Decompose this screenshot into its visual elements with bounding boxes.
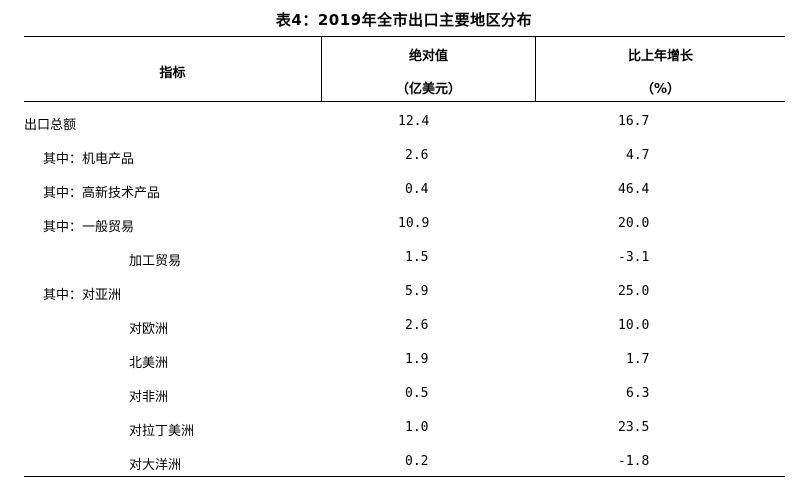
row-value: 0.5	[405, 386, 429, 401]
row-value: 5.9	[405, 284, 429, 299]
table-row: 其中：高新技术产品 0.4 46.4	[0, 182, 808, 204]
row-growth: 10.0	[618, 318, 650, 333]
row-value: 1.9	[405, 352, 429, 367]
table-row: 北美洲 1.9 1.7	[0, 352, 808, 374]
row-growth: 1.7	[626, 352, 650, 367]
row-label: 对欧洲	[129, 322, 169, 337]
row-growth: 4.7	[626, 148, 650, 163]
row-label: 其中：对亚洲	[43, 288, 122, 303]
table-row: 其中：机电产品 2.6 4.7	[0, 148, 808, 170]
row-value: 1.5	[405, 250, 429, 265]
header-growth-unit: （%）	[640, 82, 681, 97]
row-growth: -1.8	[618, 454, 650, 469]
table-row: 对非洲 0.5 6.3	[0, 386, 808, 408]
table-row: 对欧洲 2.6 10.0	[0, 318, 808, 340]
row-value: 1.0	[405, 420, 429, 435]
row-growth: 46.4	[618, 182, 650, 197]
row-label: 加工贸易	[129, 254, 182, 269]
row-value: 0.2	[405, 454, 429, 469]
row-value: 2.6	[405, 148, 429, 163]
header-growth: 比上年增长	[627, 49, 693, 64]
header-indicator: 指标	[159, 66, 186, 81]
table-row: 对拉丁美洲 1.0 23.5	[0, 420, 808, 442]
row-growth: 16.7	[618, 114, 650, 129]
row-value: 0.4	[405, 182, 429, 197]
header-bottom-rule	[24, 101, 785, 102]
row-value: 10.9	[398, 216, 430, 231]
table-title: 表4：2019年全市出口主要地区分布	[275, 11, 533, 29]
column-divider-1	[321, 37, 322, 101]
row-growth: 23.5	[618, 420, 650, 435]
row-label: 出口总额	[24, 118, 77, 133]
row-label: 对非洲	[129, 390, 169, 405]
table-row: 出口总额 12.4 16.7	[0, 114, 808, 136]
row-value: 12.4	[398, 114, 430, 129]
row-label: 对拉丁美洲	[129, 424, 195, 439]
bottom-rule	[24, 476, 785, 477]
row-label: 其中：一般贸易	[43, 220, 135, 235]
row-growth: 6.3	[626, 386, 650, 401]
row-label: 其中：高新技术产品	[43, 186, 161, 201]
row-growth: 20.0	[618, 216, 650, 231]
column-divider-2	[535, 37, 536, 101]
row-growth: -3.1	[618, 250, 650, 265]
table-row: 其中：一般贸易 10.9 20.0	[0, 216, 808, 238]
row-label: 其中：机电产品	[43, 152, 135, 167]
table-row: 加工贸易 1.5 -3.1	[0, 250, 808, 272]
header-absolute: 绝对值	[408, 49, 448, 64]
table-row: 对大洋洲 0.2 -1.8	[0, 454, 808, 476]
table-row: 其中：对亚洲 5.9 25.0	[0, 284, 808, 306]
top-rule	[24, 36, 785, 37]
row-value: 2.6	[405, 318, 429, 333]
header-absolute-unit: （亿美元）	[395, 82, 461, 97]
row-label: 北美洲	[129, 356, 169, 371]
row-label: 对大洋洲	[129, 458, 182, 473]
row-growth: 25.0	[618, 284, 650, 299]
